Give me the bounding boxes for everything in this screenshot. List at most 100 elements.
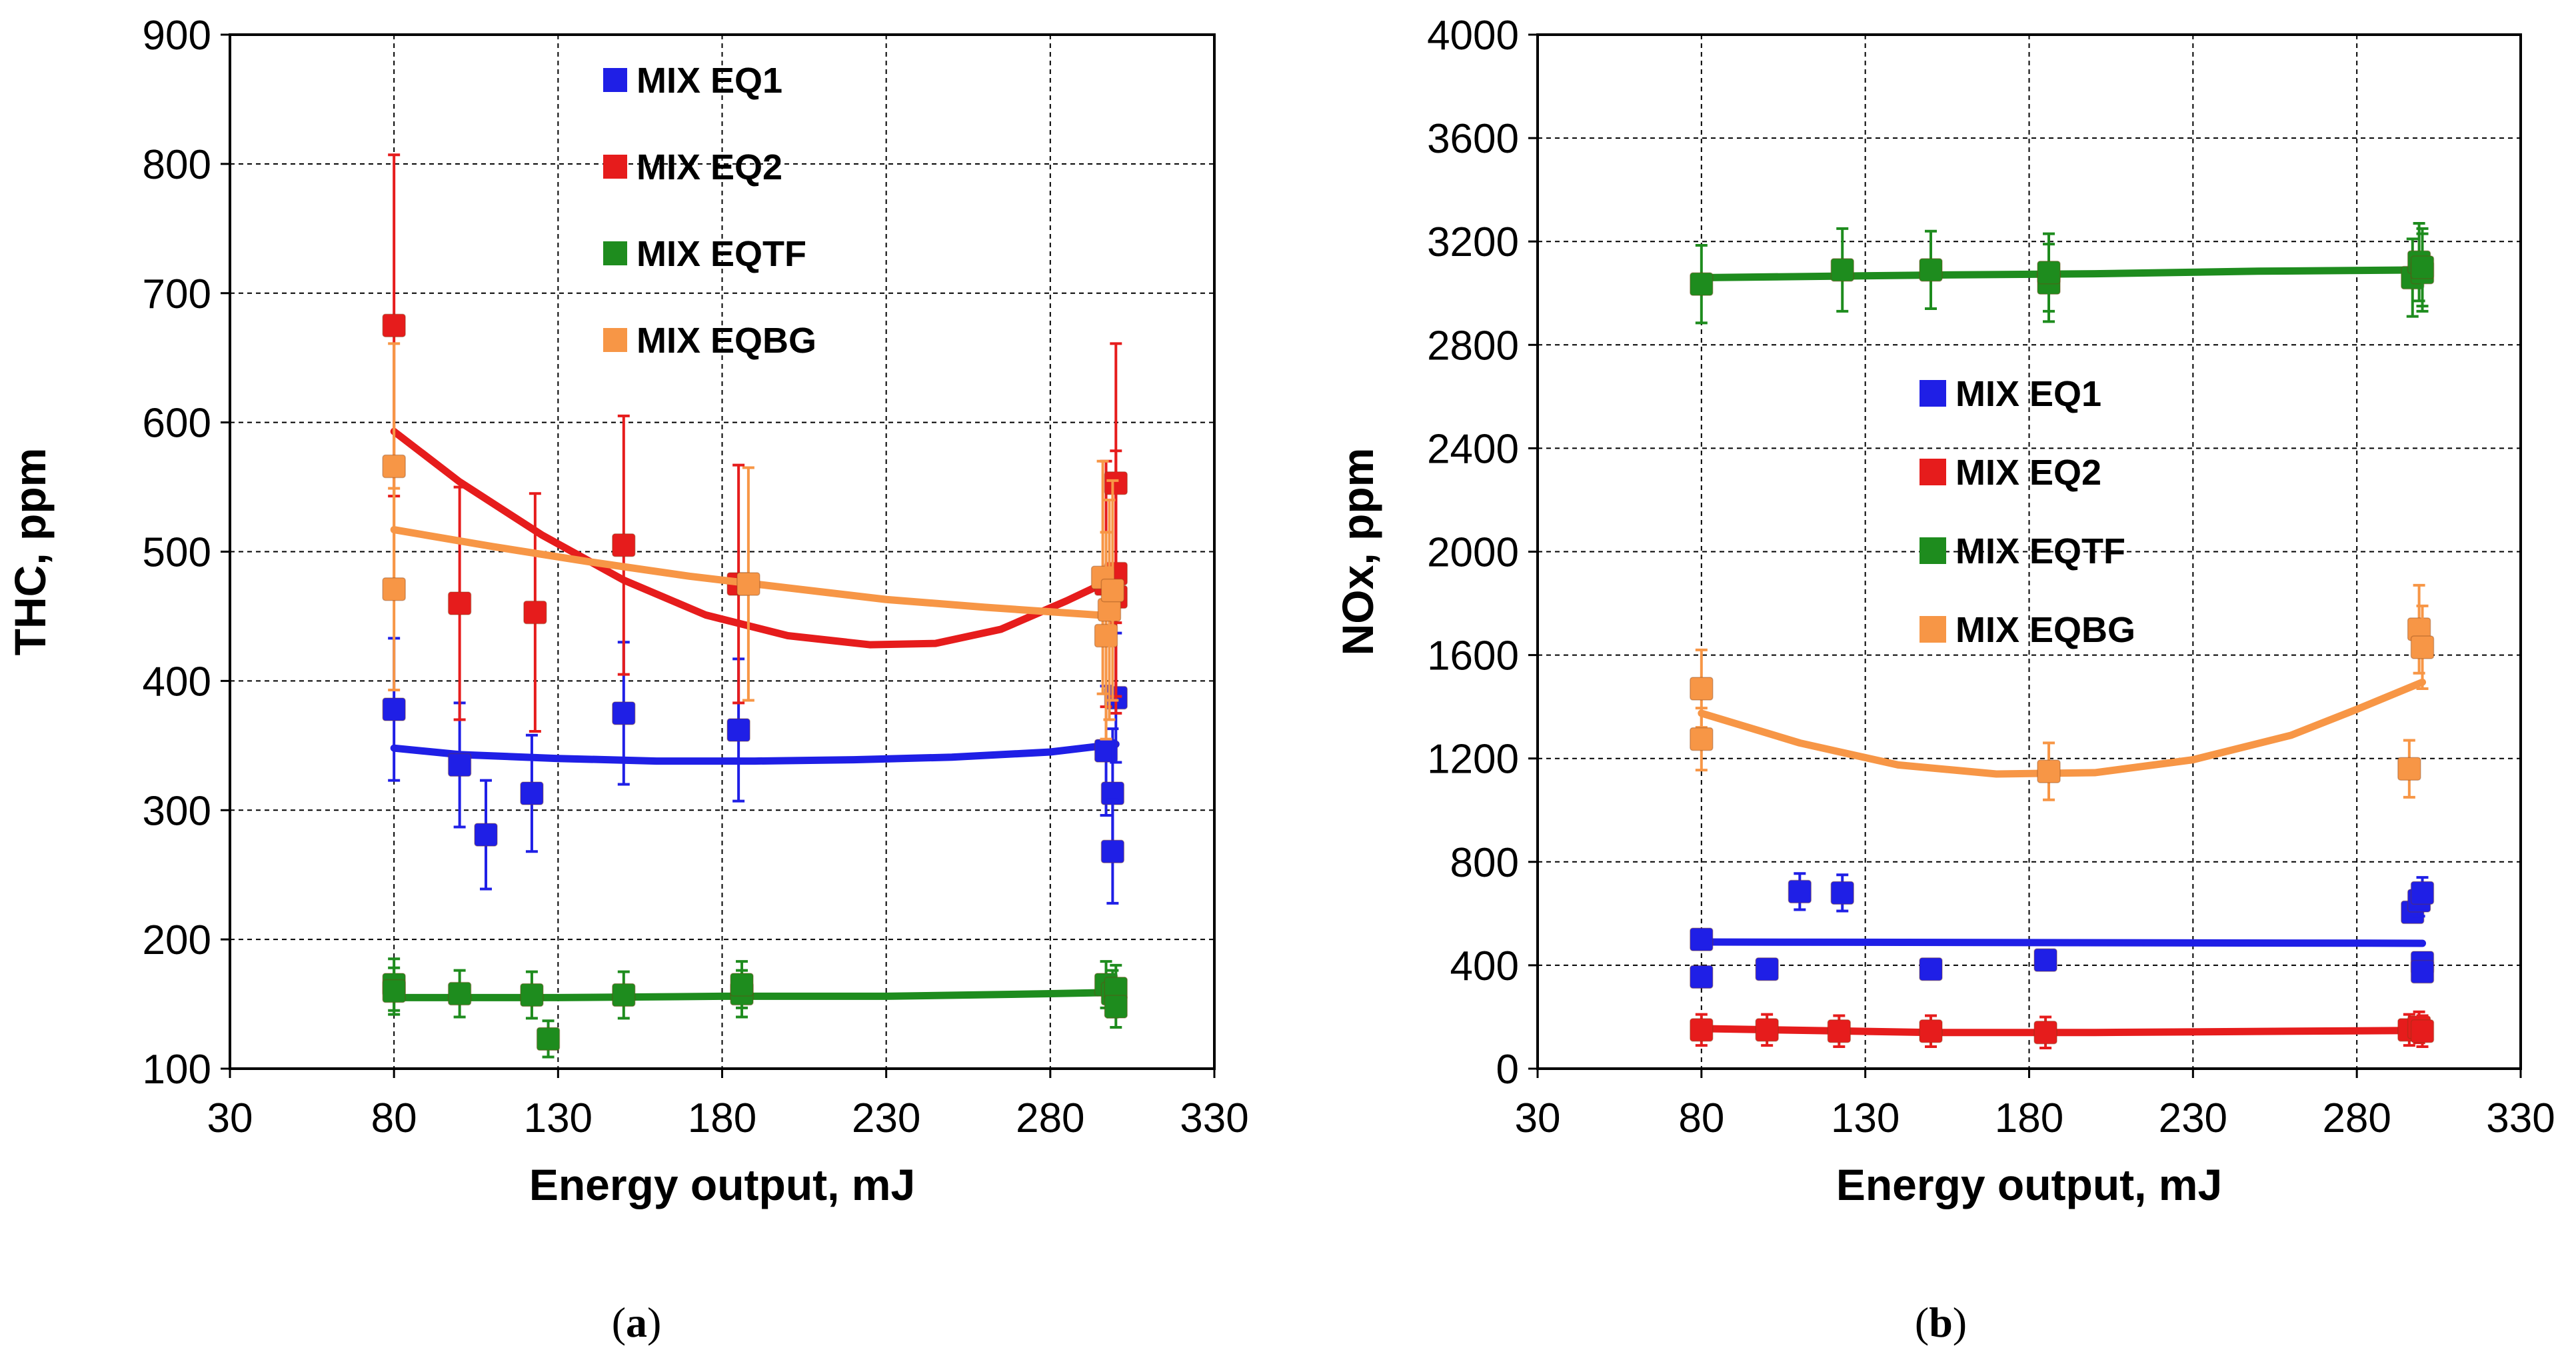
data-point xyxy=(1690,965,1714,989)
data-point xyxy=(1690,727,1714,751)
y-tick-label: 1600 xyxy=(1427,633,1519,679)
data-point xyxy=(2033,1020,2057,1045)
y-tick-label: 300 xyxy=(143,788,211,834)
data-point xyxy=(1690,677,1714,701)
data-point xyxy=(382,454,406,479)
data-point xyxy=(730,973,754,997)
data-point xyxy=(1690,927,1714,951)
data-point xyxy=(726,718,750,742)
data-point xyxy=(520,781,544,805)
y-tick-label: 0 xyxy=(1496,1047,1519,1093)
data-point xyxy=(447,591,472,615)
legend-swatch xyxy=(603,328,627,352)
data-point xyxy=(1919,1019,1943,1043)
y-tick-label: 800 xyxy=(1450,840,1519,886)
series-mix-eqbg xyxy=(1690,583,2435,801)
chart-b-nox: 0 400 800 1200 1600 2000 2400 2800 3200 3600 4000 3… xyxy=(1333,13,2555,1209)
data-point xyxy=(1690,272,1714,296)
series-mix-eqtf xyxy=(382,957,1128,1059)
data-point xyxy=(612,533,636,557)
data-point xyxy=(2410,635,2435,659)
legend-label: MIX EQTF xyxy=(1955,531,2125,571)
series-mix-eqtf xyxy=(1690,222,2435,325)
legend-label: MIX EQ1 xyxy=(1955,374,2101,414)
data-point xyxy=(382,577,406,601)
x-axis-title: Energy output, mJ xyxy=(529,1160,915,1209)
data-point xyxy=(536,1027,561,1051)
data-point xyxy=(2037,260,2061,285)
data-point xyxy=(520,983,544,1007)
x-tick-label: 330 xyxy=(1180,1095,1248,1141)
data-point xyxy=(2410,1019,2435,1043)
data-point xyxy=(1788,879,1812,904)
y-tick-label: 1200 xyxy=(1427,737,1519,783)
y-tick-label: 3600 xyxy=(1427,116,1519,162)
legend-swatch xyxy=(1920,380,1946,407)
x-axis-title: Energy output, mJ xyxy=(1836,1160,2222,1209)
legend-label: MIX EQBG xyxy=(1955,610,2135,650)
y-tick-label: 900 xyxy=(143,13,211,59)
trend-line xyxy=(390,740,1120,765)
legend-label: MIX EQ2 xyxy=(1955,453,2101,493)
series-mix-eq1 xyxy=(382,631,1128,905)
y-axis-title: NOx, ppm xyxy=(1333,448,1382,656)
data-point xyxy=(2033,948,2057,972)
x-tick-label: 30 xyxy=(207,1095,253,1141)
data-point xyxy=(382,313,406,337)
data-point xyxy=(1919,258,1943,282)
y-tick-label: 2000 xyxy=(1427,530,1519,576)
trend-line xyxy=(1698,1025,2426,1037)
data-point xyxy=(1100,839,1125,864)
data-point xyxy=(612,701,636,725)
data-point xyxy=(382,979,406,1003)
series-mix-eq1 xyxy=(1690,872,2435,989)
x-tick-label: 230 xyxy=(852,1095,920,1141)
caption-a-letter: a xyxy=(626,1299,647,1346)
caption-b-letter: b xyxy=(1929,1299,1953,1346)
x-tick-label: 180 xyxy=(688,1095,756,1141)
data-point xyxy=(447,981,472,1006)
y-tick-label: 800 xyxy=(143,142,211,188)
y-tick-label: 400 xyxy=(1450,943,1519,989)
chart-a-thc: 100 200 300 400 500 600 700 800 900 30 80 130 180 230… xyxy=(5,13,1249,1209)
y-tick-label: 3200 xyxy=(1427,219,1519,265)
x-tick-label: 30 xyxy=(1515,1095,1561,1141)
data-point xyxy=(736,572,760,596)
y-tick-label: 700 xyxy=(143,271,211,317)
y-tick-label: 600 xyxy=(143,401,211,447)
x-tick-label: 280 xyxy=(2322,1095,2391,1141)
x-tick-label: 80 xyxy=(371,1095,417,1141)
x-tick-label: 130 xyxy=(1831,1095,1900,1141)
legend-swatch xyxy=(1920,537,1946,564)
trend-line xyxy=(390,989,1120,1001)
data-point xyxy=(612,983,636,1007)
legend-label: MIX EQ2 xyxy=(637,147,782,187)
legend-label: MIX EQBG xyxy=(637,321,816,361)
y-tick-label: 400 xyxy=(143,659,211,705)
y-tick-label: 500 xyxy=(143,530,211,576)
trend-line xyxy=(1698,678,2426,778)
y-tick-label: 100 xyxy=(143,1047,211,1093)
legend-swatch xyxy=(603,155,627,179)
y-axis-title: THC, ppm xyxy=(5,448,55,656)
data-point xyxy=(1690,1018,1714,1042)
data-point xyxy=(474,823,498,847)
data-point xyxy=(382,697,406,721)
data-point xyxy=(1755,1018,1779,1042)
x-tick-label: 280 xyxy=(1016,1095,1084,1141)
series-mix-eq2 xyxy=(1690,1010,2435,1049)
data-point xyxy=(447,753,472,777)
y-tick-label: 4000 xyxy=(1427,13,1519,59)
y-tick-label: 200 xyxy=(143,917,211,963)
x-tick-label: 230 xyxy=(2159,1095,2227,1141)
legend-swatch xyxy=(603,241,627,265)
data-point xyxy=(1100,578,1125,603)
data-point xyxy=(2410,881,2435,905)
x-tick-label: 180 xyxy=(1995,1095,2063,1141)
trend-line xyxy=(390,427,1120,649)
data-point xyxy=(2397,757,2421,781)
y-tick-label: 2800 xyxy=(1427,323,1519,369)
legend-label: MIX EQTF xyxy=(637,234,806,274)
caption-b: (b) xyxy=(1915,1299,1967,1346)
data-point xyxy=(1830,881,1854,905)
